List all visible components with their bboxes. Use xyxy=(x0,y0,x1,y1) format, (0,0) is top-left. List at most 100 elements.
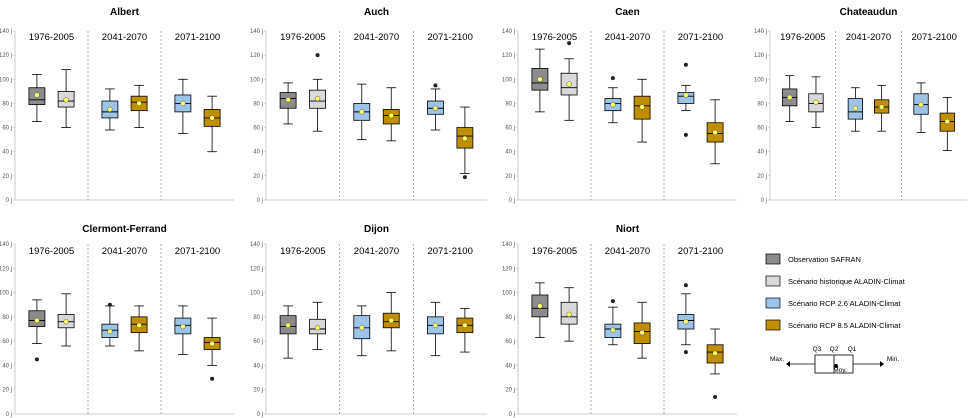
panel-title: Chateaudun xyxy=(840,7,898,18)
y-tick-label: 60 j xyxy=(253,339,263,345)
period-label: 2071-2100 xyxy=(175,32,220,43)
mean-marker xyxy=(180,323,186,330)
y-tick-label: 100 j xyxy=(250,291,263,297)
mean-marker xyxy=(852,105,859,111)
key-arrow-max xyxy=(786,361,790,367)
box-rcp26 xyxy=(913,82,929,133)
key-mean-marker xyxy=(834,364,838,368)
period-label: 2041-2070 xyxy=(605,246,650,257)
y-tick-label: 0 j xyxy=(257,412,263,418)
period-label: 1976-2005 xyxy=(280,32,325,43)
y-tick-label: 120 j xyxy=(502,53,515,59)
box-hist xyxy=(57,293,75,347)
period-label: 2071-2100 xyxy=(911,32,956,43)
outlier-point xyxy=(34,357,39,362)
y-tick-label: 80 j xyxy=(505,315,515,321)
panel-title: Dijon xyxy=(364,224,389,235)
mean-marker xyxy=(639,104,645,110)
legend-label: Scénario RCP 8.5 ALADIN-Climat xyxy=(788,321,901,330)
box-rcp85 xyxy=(456,307,474,353)
mean-marker xyxy=(180,100,186,107)
y-tick-label: 40 j xyxy=(253,150,263,156)
y-tick-label: 100 j xyxy=(502,77,515,83)
y-tick-label: 80 j xyxy=(2,101,12,107)
panel-dijon: Dijon 0 j 20 j 40 j 60 j 80 j 100 j 120 j 140 j 1… xyxy=(250,224,487,418)
mean-marker xyxy=(63,97,69,103)
box-rcp26 xyxy=(604,299,622,346)
period-label: 2071-2100 xyxy=(427,32,472,43)
outlier-point xyxy=(610,299,615,304)
mean-marker xyxy=(359,325,365,331)
box-rcp26 xyxy=(847,87,863,132)
mean-marker xyxy=(566,81,572,87)
outlier-point xyxy=(683,350,688,355)
y-tick-label: 20 j xyxy=(2,388,12,394)
period-label: 2041-2070 xyxy=(102,246,147,257)
legend-swatch xyxy=(765,319,781,331)
mean-marker xyxy=(209,115,215,121)
mean-marker xyxy=(285,97,291,103)
panel-clermont-ferrand: Clermont-Ferrand 0 j 20 j 40 j 60 j 80 j 100 j… xyxy=(0,224,234,418)
outlier-point xyxy=(683,132,688,137)
mean-marker xyxy=(878,104,885,110)
box-rcp85 xyxy=(706,328,724,399)
box-obs xyxy=(531,48,549,113)
key-arrow-min xyxy=(880,361,884,367)
y-tick-label: 0 j xyxy=(6,412,12,418)
box-rcp26 xyxy=(427,301,444,357)
box-hist xyxy=(560,41,578,121)
mean-marker xyxy=(107,106,113,113)
box-rcp85 xyxy=(456,106,474,180)
y-tick-label: 60 j xyxy=(253,126,263,132)
y-tick-label: 100 j xyxy=(754,77,767,83)
mean-marker xyxy=(136,100,142,107)
mean-marker xyxy=(107,328,113,335)
y-tick-label: 40 j xyxy=(505,363,515,369)
mean-marker xyxy=(610,101,616,108)
y-tick-label: 140 j xyxy=(250,242,263,248)
y-tick-label: 20 j xyxy=(505,174,515,180)
panel-albert: Albert 0 j 20 j 40 j 60 j 80 j 100 j 120 j 140 j… xyxy=(0,7,234,204)
y-tick-label: 120 j xyxy=(754,53,767,59)
legend-swatch xyxy=(765,253,781,265)
key-label-q1: Q1 xyxy=(848,346,857,353)
box-rcp85 xyxy=(203,317,221,381)
mean-marker xyxy=(462,322,468,329)
y-tick-label: 80 j xyxy=(2,315,12,321)
outlier-point xyxy=(210,376,215,381)
y-tick-label: 0 j xyxy=(509,412,515,418)
y-tick-label: 80 j xyxy=(253,315,263,321)
boxplot-key: Max. Q3 Q2 Q1 Min. Moy. xyxy=(770,346,899,374)
y-tick-label: 80 j xyxy=(505,101,515,107)
legend-swatch xyxy=(765,297,781,309)
box-rcp85 xyxy=(130,305,148,352)
box-rcp85 xyxy=(382,87,400,142)
period-label: 1976-2005 xyxy=(29,246,74,257)
mean-marker xyxy=(359,109,365,115)
y-tick-label: 100 j xyxy=(0,291,12,297)
mean-marker xyxy=(712,129,718,136)
period-label: 2041-2070 xyxy=(102,32,147,43)
box-hist xyxy=(309,53,326,132)
legend-swatch xyxy=(765,275,781,287)
y-tick-label: 120 j xyxy=(0,266,12,272)
mean-marker xyxy=(432,105,439,111)
box-rcp26 xyxy=(353,305,371,357)
box-rcp85 xyxy=(706,99,724,165)
mean-marker xyxy=(610,327,616,333)
y-tick-label: 40 j xyxy=(2,150,12,156)
box-rcp85 xyxy=(939,96,955,151)
y-tick-label: 140 j xyxy=(0,242,12,248)
mean-marker xyxy=(944,118,950,125)
y-tick-label: 20 j xyxy=(2,174,12,180)
panel-title: Albert xyxy=(110,7,140,18)
mean-marker xyxy=(314,325,321,331)
box-rcp26 xyxy=(101,302,119,347)
box-rcp85 xyxy=(130,84,148,128)
mean-marker xyxy=(787,94,793,101)
outlier-point xyxy=(462,175,467,180)
key-label-min: Min. xyxy=(887,356,899,363)
y-tick-label: 40 j xyxy=(505,150,515,156)
y-tick-label: 60 j xyxy=(2,339,12,345)
